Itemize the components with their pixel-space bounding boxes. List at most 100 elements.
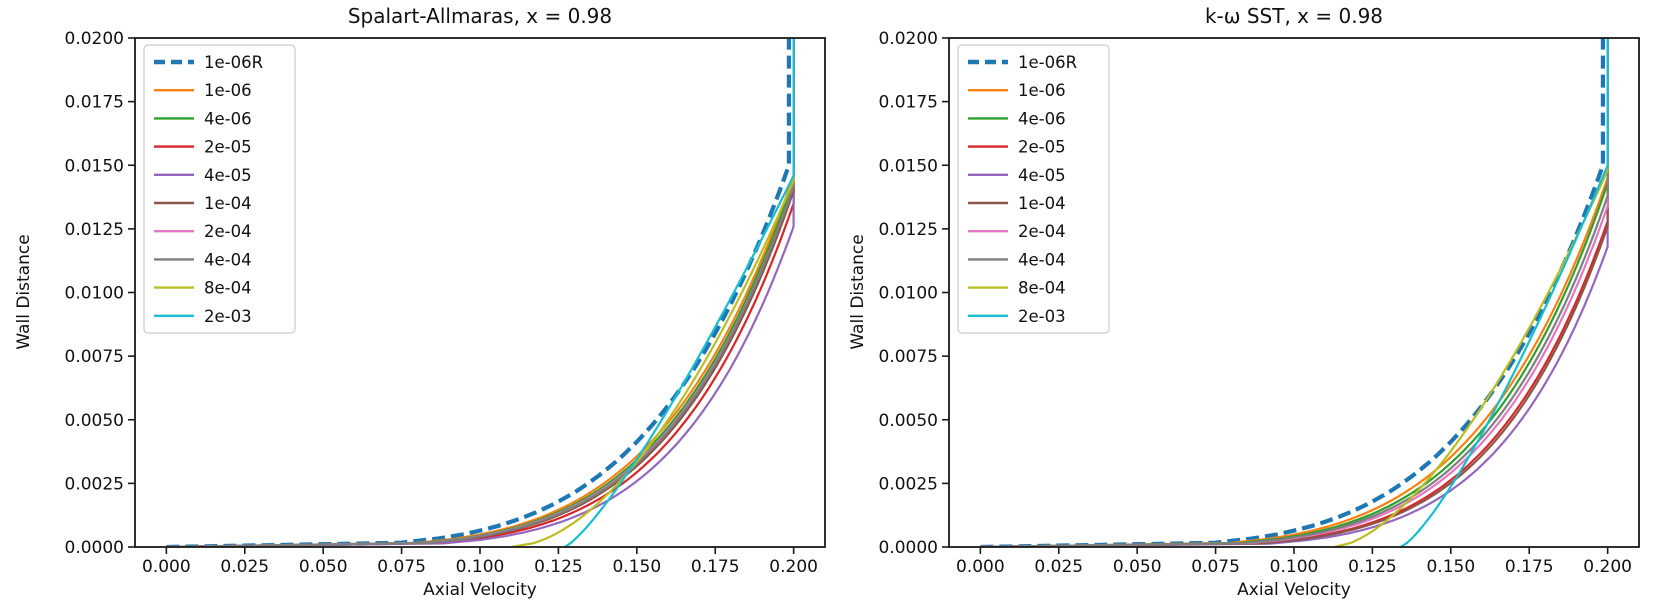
- curve-2e-04: [980, 38, 1609, 547]
- curve-1e-06: [166, 38, 795, 547]
- curve-2e-03: [564, 38, 795, 547]
- legend-label: 1e-06R: [1018, 53, 1077, 72]
- curve-1e-04: [980, 38, 1609, 547]
- legend-label: 1e-04: [204, 194, 252, 213]
- x-tick-label: 0.050: [1113, 557, 1162, 577]
- x-tick-label: 0.075: [377, 557, 426, 577]
- legend-entry: 1e-04: [154, 194, 252, 213]
- legend-entry: 2e-05: [154, 138, 252, 157]
- y-tick-label: 0.0150: [65, 156, 124, 176]
- legend-label: 4e-04: [204, 250, 252, 269]
- legend-entry: 1e-06: [154, 81, 252, 100]
- legend-label: 4e-05: [204, 166, 252, 185]
- y-tick-label: 0.0125: [65, 220, 124, 240]
- legend-label: 8e-04: [1018, 279, 1066, 298]
- y-tick-label: 0.0200: [65, 29, 124, 49]
- legend-entry: 1e-06: [968, 81, 1066, 100]
- legend-label: 1e-06: [1018, 81, 1066, 100]
- y-tick-label: 0.0075: [879, 347, 938, 367]
- legend-label: 8e-04: [204, 279, 252, 298]
- legend-entry: 2e-04: [968, 222, 1066, 241]
- curve-2e-05: [980, 38, 1609, 547]
- right-x-axis-label: Axial Velocity: [1237, 580, 1351, 600]
- y-tick-label: 0.0200: [879, 29, 938, 49]
- curve-4e-04: [980, 38, 1609, 547]
- y-tick-label: 0.0150: [879, 156, 938, 176]
- axes-0: 0.000 0.025 0.050 0.075 0.100 0.125 0.150 0.175…: [65, 29, 826, 577]
- legend-label: 2e-04: [204, 222, 252, 241]
- x-tick-label: 0.175: [691, 557, 740, 577]
- x-tick-label: 0.075: [1191, 557, 1240, 577]
- y-tick-label: 0.0025: [879, 474, 938, 494]
- curve-1e-06R: [980, 38, 1606, 547]
- x-tick-label: 0.100: [1270, 557, 1319, 577]
- curve-4e-05: [980, 38, 1609, 547]
- legend-label: 2e-03: [204, 307, 252, 326]
- curve-2e-05: [166, 38, 795, 547]
- legend-entry: 1e-04: [968, 194, 1066, 213]
- legend-entry: 4e-04: [154, 250, 252, 269]
- legend-entry: 2e-03: [968, 307, 1066, 326]
- curve-8e-04: [511, 38, 795, 547]
- x-tick-label: 0.200: [769, 557, 818, 577]
- x-tick-label: 0.175: [1505, 557, 1554, 577]
- y-tick-label: 0.0175: [65, 93, 124, 113]
- x-tick-label: 0.025: [220, 557, 269, 577]
- right-y-axis-label: Wall Distance: [848, 234, 868, 350]
- legend-entry: 4e-06: [154, 109, 252, 128]
- left-plot-title: Spalart-Allmaras, x = 0.98: [347, 4, 613, 28]
- left-x-axis-label: Axial Velocity: [423, 580, 537, 600]
- legend-entry: 8e-04: [968, 279, 1066, 298]
- legend-label: 4e-05: [1018, 166, 1066, 185]
- legend-entry: 4e-06: [968, 109, 1066, 128]
- x-tick-label: 0.000: [956, 557, 1005, 577]
- curve-4e-06: [166, 38, 795, 547]
- x-tick-label: 0.100: [456, 557, 505, 577]
- curve-8e-04: [1334, 38, 1609, 547]
- legend-label: 4e-04: [1018, 250, 1066, 269]
- legend-entry: 4e-05: [154, 166, 252, 185]
- legend-label: 1e-06R: [204, 53, 263, 72]
- legend-entry: 1e-06R: [968, 53, 1077, 72]
- curves: [980, 38, 1609, 547]
- curve-1e-06: [980, 38, 1609, 547]
- legend-label: 2e-04: [1018, 222, 1066, 241]
- curve-2e-03: [1400, 38, 1609, 547]
- x-tick-label: 0.150: [612, 557, 661, 577]
- curve-1e-06R: [166, 38, 792, 547]
- curve-1e-04: [166, 38, 795, 547]
- x-tick-label: 0.050: [299, 557, 348, 577]
- x-tick-label: 0.000: [142, 557, 191, 577]
- axes-1: 0.000 0.025 0.050 0.075 0.100 0.125 0.150 0.175…: [879, 29, 1640, 577]
- right-plot-title: k-ω SST, x = 0.98: [1204, 4, 1384, 28]
- legend-label: 1e-06: [204, 81, 252, 100]
- y-tick-label: 0.0075: [65, 347, 124, 367]
- y-tick-label: 0.0125: [879, 220, 938, 240]
- curve-4e-05: [166, 38, 795, 547]
- y-tick-label: 0.0000: [65, 538, 124, 558]
- x-tick-label: 0.150: [1426, 557, 1475, 577]
- legend-label: 4e-06: [204, 109, 252, 128]
- y-tick-label: 0.0050: [879, 411, 938, 431]
- y-tick-label: 0.0100: [879, 284, 938, 304]
- legend-label: 2e-05: [204, 138, 252, 157]
- legend-entry: 1e-06R: [154, 53, 263, 72]
- legend-label: 1e-04: [1018, 194, 1066, 213]
- legend-entry: 2e-04: [154, 222, 252, 241]
- curves: [166, 38, 795, 547]
- x-tick-label: 0.025: [1034, 557, 1083, 577]
- curve-4e-04: [166, 38, 795, 547]
- x-tick-label: 0.200: [1583, 557, 1632, 577]
- left-y-axis-label: Wall Distance: [14, 234, 34, 350]
- legend-entry: 8e-04: [154, 279, 252, 298]
- legend-label: 4e-06: [1018, 109, 1066, 128]
- legend-box: [957, 44, 1110, 334]
- legend-entry: 2e-03: [154, 307, 252, 326]
- y-tick-label: 0.0000: [879, 538, 938, 558]
- legend-entry: 4e-05: [968, 166, 1066, 185]
- legend-label: 2e-03: [1018, 307, 1066, 326]
- legend-box: [143, 44, 296, 334]
- y-tick-label: 0.0100: [65, 284, 124, 304]
